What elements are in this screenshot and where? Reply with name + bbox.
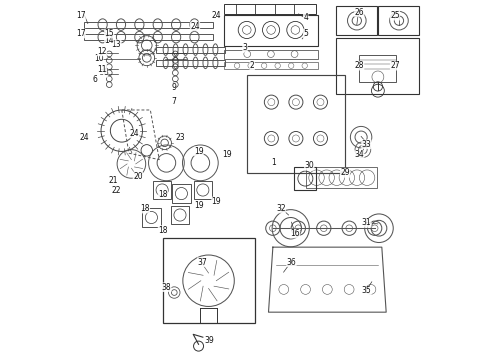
Bar <box>163 238 255 323</box>
Text: 18: 18 <box>158 190 168 199</box>
Bar <box>156 46 225 53</box>
Bar <box>223 4 317 14</box>
Bar <box>336 6 377 35</box>
Text: 30: 30 <box>304 161 314 170</box>
Text: 38: 38 <box>162 283 171 292</box>
Text: 7: 7 <box>171 97 176 106</box>
Text: 23: 23 <box>176 132 186 141</box>
Text: 19: 19 <box>194 147 203 156</box>
Text: 1: 1 <box>271 158 276 167</box>
Bar <box>306 167 377 188</box>
Text: 3: 3 <box>243 43 247 52</box>
Text: 8: 8 <box>103 68 108 77</box>
Text: 17: 17 <box>76 29 85 38</box>
Text: 18: 18 <box>158 225 168 234</box>
Text: 24: 24 <box>129 129 139 138</box>
Text: 6: 6 <box>93 76 98 85</box>
Text: 9: 9 <box>171 83 176 92</box>
Text: 10: 10 <box>94 54 103 63</box>
Text: 34: 34 <box>354 150 364 159</box>
Text: 24: 24 <box>212 11 221 20</box>
Text: 26: 26 <box>354 8 364 17</box>
Bar <box>156 60 225 66</box>
Text: 29: 29 <box>340 168 350 177</box>
Text: 19: 19 <box>212 197 221 206</box>
Text: 33: 33 <box>362 140 371 149</box>
Text: 13: 13 <box>112 40 121 49</box>
Bar <box>84 22 213 28</box>
Text: 20: 20 <box>133 172 143 181</box>
Text: 5: 5 <box>303 29 308 38</box>
Text: 28: 28 <box>355 61 364 70</box>
Bar <box>294 167 317 190</box>
Text: 19: 19 <box>222 150 232 159</box>
Text: 2: 2 <box>250 61 254 70</box>
Bar <box>194 181 212 199</box>
Bar <box>378 6 419 35</box>
Text: 24: 24 <box>190 22 200 31</box>
Text: 22: 22 <box>112 186 121 195</box>
Text: 17: 17 <box>76 11 85 20</box>
Text: 25: 25 <box>390 11 400 20</box>
Text: 14: 14 <box>104 36 114 45</box>
Bar <box>223 62 318 69</box>
Bar <box>171 206 189 224</box>
Bar <box>336 38 419 94</box>
Text: 11: 11 <box>98 65 107 74</box>
Bar <box>84 34 213 40</box>
Text: 18: 18 <box>140 204 150 213</box>
Text: 27: 27 <box>390 61 400 70</box>
Bar <box>153 181 172 199</box>
Text: 12: 12 <box>98 47 107 56</box>
Text: 16: 16 <box>290 229 300 238</box>
Text: 21: 21 <box>108 176 118 185</box>
Bar <box>359 55 396 82</box>
Text: 15: 15 <box>104 29 114 38</box>
Bar <box>172 184 191 203</box>
Bar <box>142 208 161 227</box>
Text: 37: 37 <box>197 258 207 267</box>
Text: 36: 36 <box>287 258 296 267</box>
Text: 24: 24 <box>79 132 89 141</box>
Text: 4: 4 <box>303 13 308 22</box>
Bar <box>223 50 318 59</box>
Text: 32: 32 <box>276 204 286 213</box>
Text: 39: 39 <box>204 336 214 345</box>
Text: 19: 19 <box>194 201 203 210</box>
Bar <box>247 75 345 173</box>
Text: 35: 35 <box>362 286 371 295</box>
Bar <box>223 15 318 46</box>
Text: 31: 31 <box>362 219 371 228</box>
